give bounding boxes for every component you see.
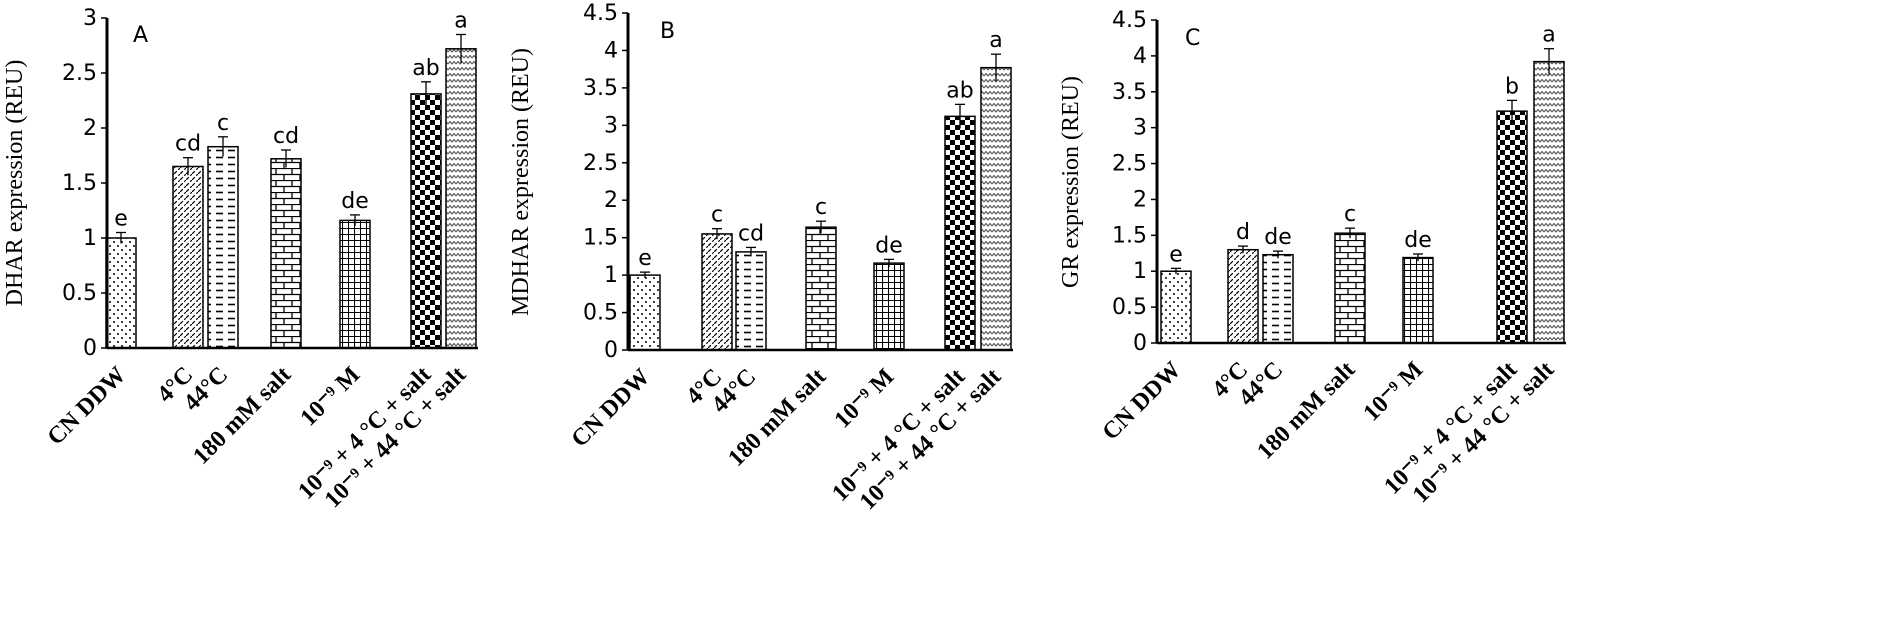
bar [339, 219, 371, 349]
category-label: CN DDW [1098, 357, 1187, 446]
significance-label: e [1169, 242, 1183, 267]
bar [1334, 232, 1366, 344]
y-tick-label: 0 [83, 336, 97, 361]
bar [1496, 110, 1528, 344]
significance-label: a [1542, 23, 1555, 48]
significance-label: cd [273, 124, 299, 149]
significance-label: c [217, 111, 229, 136]
chart-panel-a: 0 0.5 1 1.5 2 2.5 3 DHAR expression (REU) Ae CN D… [2, 6, 478, 513]
panel-letter: B [660, 19, 675, 44]
y-axis-label: MDHAR expression (REU) [508, 48, 534, 316]
category-label: CN DDW [43, 362, 132, 451]
significance-label: a [989, 28, 1002, 53]
y-tick-label: 0.5 [583, 301, 618, 326]
significance-label: cd [738, 221, 764, 246]
y-tick-label: 3 [604, 113, 618, 138]
y-tick-label: 2 [83, 116, 97, 141]
y-tick-label: 4.5 [1112, 8, 1147, 33]
y-tick-label: 1 [1133, 259, 1147, 284]
y-axis-label: GR expression (REU) [1058, 76, 1084, 288]
y-tick-label: 2.5 [583, 151, 618, 176]
panel-letter: C [1185, 26, 1200, 51]
bar [445, 48, 477, 349]
significance-label: e [114, 207, 128, 232]
bar [410, 93, 442, 349]
y-tick-label: 1.5 [1112, 223, 1147, 248]
y-tick-label: 0.5 [1112, 295, 1147, 320]
bar [629, 274, 661, 351]
y-tick-label: 2 [1133, 187, 1147, 212]
category-label: 10⁻⁹ M [1359, 357, 1429, 427]
category-label: 10⁻⁹ M [830, 364, 900, 434]
bar [1227, 248, 1259, 344]
significance-label: c [815, 195, 827, 220]
y-tick-label: 4 [604, 38, 618, 63]
bar [701, 233, 733, 351]
y-tick-label: 2.5 [1112, 152, 1147, 177]
y-tick-label: 4 [1133, 44, 1147, 69]
y-tick-label: 3.5 [583, 76, 618, 101]
bar [207, 145, 239, 349]
y-tick-label: 0.5 [62, 281, 97, 306]
significance-label: de [875, 233, 903, 258]
significance-label: ab [946, 78, 973, 103]
significance-label: de [341, 189, 369, 214]
significance-label: e [638, 246, 652, 271]
significance-label: cd [175, 132, 201, 157]
bar [735, 251, 767, 351]
chart-panel-b: 0 0.5 1 1.5 2 2.5 3 3.5 4 4.5 MDHAR expression (RE… [508, 1, 1013, 515]
bar [980, 66, 1012, 351]
bar [1533, 60, 1565, 344]
y-tick-label: 3.5 [1112, 80, 1147, 105]
significance-label: ab [412, 56, 439, 81]
chart-panels: 0 0.5 1 1.5 2 2.5 3 DHAR expression (REU) Ae CN D… [2, 1, 1566, 515]
y-tick-label: 4.5 [583, 1, 618, 26]
significance-label: d [1236, 220, 1250, 245]
y-tick-label: 1.5 [62, 171, 97, 196]
y-tick-label: 1 [83, 226, 97, 251]
significance-label: c [1344, 202, 1356, 227]
y-axis-label: DHAR expression (REU) [2, 60, 28, 307]
significance-label: c [711, 203, 723, 228]
significance-label: de [1264, 225, 1292, 250]
significance-label: de [1404, 228, 1432, 253]
bar [105, 237, 137, 349]
bar [172, 165, 204, 349]
y-tick-label: 3 [83, 6, 97, 31]
category-label: 10⁻⁹ M [296, 362, 366, 432]
y-tick-label: 2.5 [62, 61, 97, 86]
y-tick-label: 0 [1133, 331, 1147, 356]
bar [270, 158, 302, 349]
y-tick-label: 1.5 [583, 226, 618, 251]
bar [1402, 256, 1434, 344]
y-tick-label: 3 [1133, 116, 1147, 141]
significance-label: a [454, 9, 467, 34]
category-label: CN DDW [567, 364, 656, 453]
significance-label: b [1505, 74, 1519, 99]
bar [805, 226, 837, 351]
y-tick-label: 0 [604, 338, 618, 363]
bar [1262, 253, 1294, 344]
y-tick-label: 1 [604, 263, 618, 288]
bar [1160, 270, 1192, 344]
bar [944, 115, 976, 351]
bar [873, 262, 905, 351]
panel-letter: A [133, 23, 148, 48]
chart-panel-c: 0 0.5 1 1.5 2 2.5 3 3.5 4 4.5 GR expression (REU) C… [1058, 8, 1566, 508]
y-tick-label: 2 [604, 188, 618, 213]
